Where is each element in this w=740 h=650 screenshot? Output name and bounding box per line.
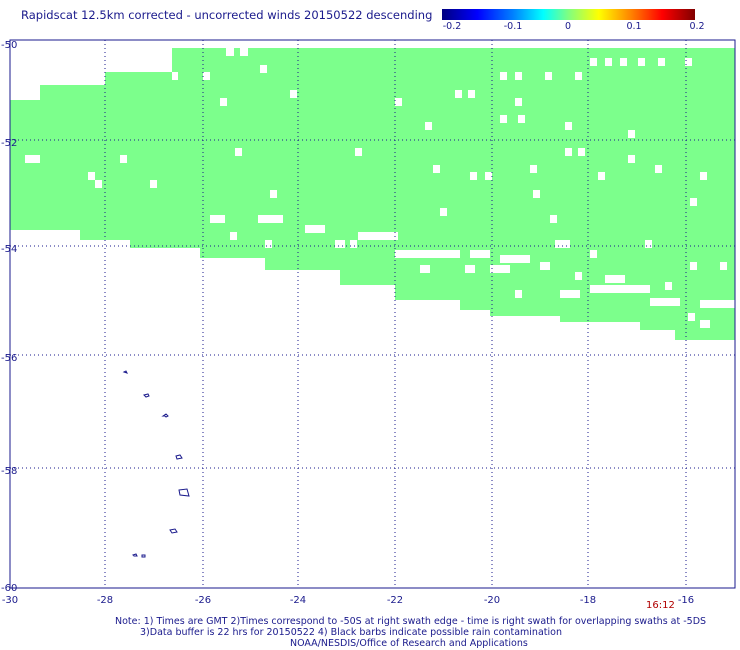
lon-tick-label: -28 <box>97 595 113 606</box>
lat-tick-label: -54 <box>1 244 17 255</box>
lat-tick-label: -52 <box>1 138 17 149</box>
grid-lines <box>10 40 735 588</box>
map-frame <box>9 39 736 589</box>
lon-axis-labels: -30 -28 -26 -24 -22 -20 -18 -16 <box>2 595 694 606</box>
lon-tick-label: -22 <box>387 595 403 606</box>
swath-time-label: 16:12 <box>646 600 675 611</box>
colorbar <box>442 9 695 20</box>
lon-tick-label: -20 <box>484 595 500 606</box>
missing-data-cells <box>25 48 735 328</box>
lat-axis-labels: -50 -52 -54 -56 -58 -60 <box>1 40 17 594</box>
island-outlines <box>122 370 190 558</box>
lon-tick-label: -26 <box>195 595 211 606</box>
footnote-line-1: Note: 1) Times are GMT 2)Times correspon… <box>115 616 707 627</box>
map-title: Rapidscat 12.5km corrected - uncorrected… <box>21 8 433 22</box>
lon-tick-label: -18 <box>580 595 596 606</box>
footnote-line-2: 3)Data buffer is 22 hrs for 20150522 4) … <box>140 627 562 638</box>
lon-tick-label: -16 <box>678 595 694 606</box>
colorbar-label: -0.1 <box>503 21 523 32</box>
lat-tick-label: -60 <box>1 583 17 594</box>
lat-tick-label: -56 <box>1 353 17 364</box>
colorbar-label: -0.2 <box>442 21 462 32</box>
lon-tick-label: -24 <box>290 595 306 606</box>
lat-tick-label: -58 <box>1 466 17 477</box>
data-swath <box>10 48 735 340</box>
footnote-line-3: NOAA/NESDIS/Office of Research and Appli… <box>290 638 528 649</box>
lon-tick-label: -30 <box>2 595 18 606</box>
colorbar-label: 0 <box>564 21 572 32</box>
colorbar-label: 0.1 <box>626 21 642 32</box>
colorbar-label: 0.2 <box>689 21 705 32</box>
lat-tick-label: -50 <box>1 40 17 51</box>
